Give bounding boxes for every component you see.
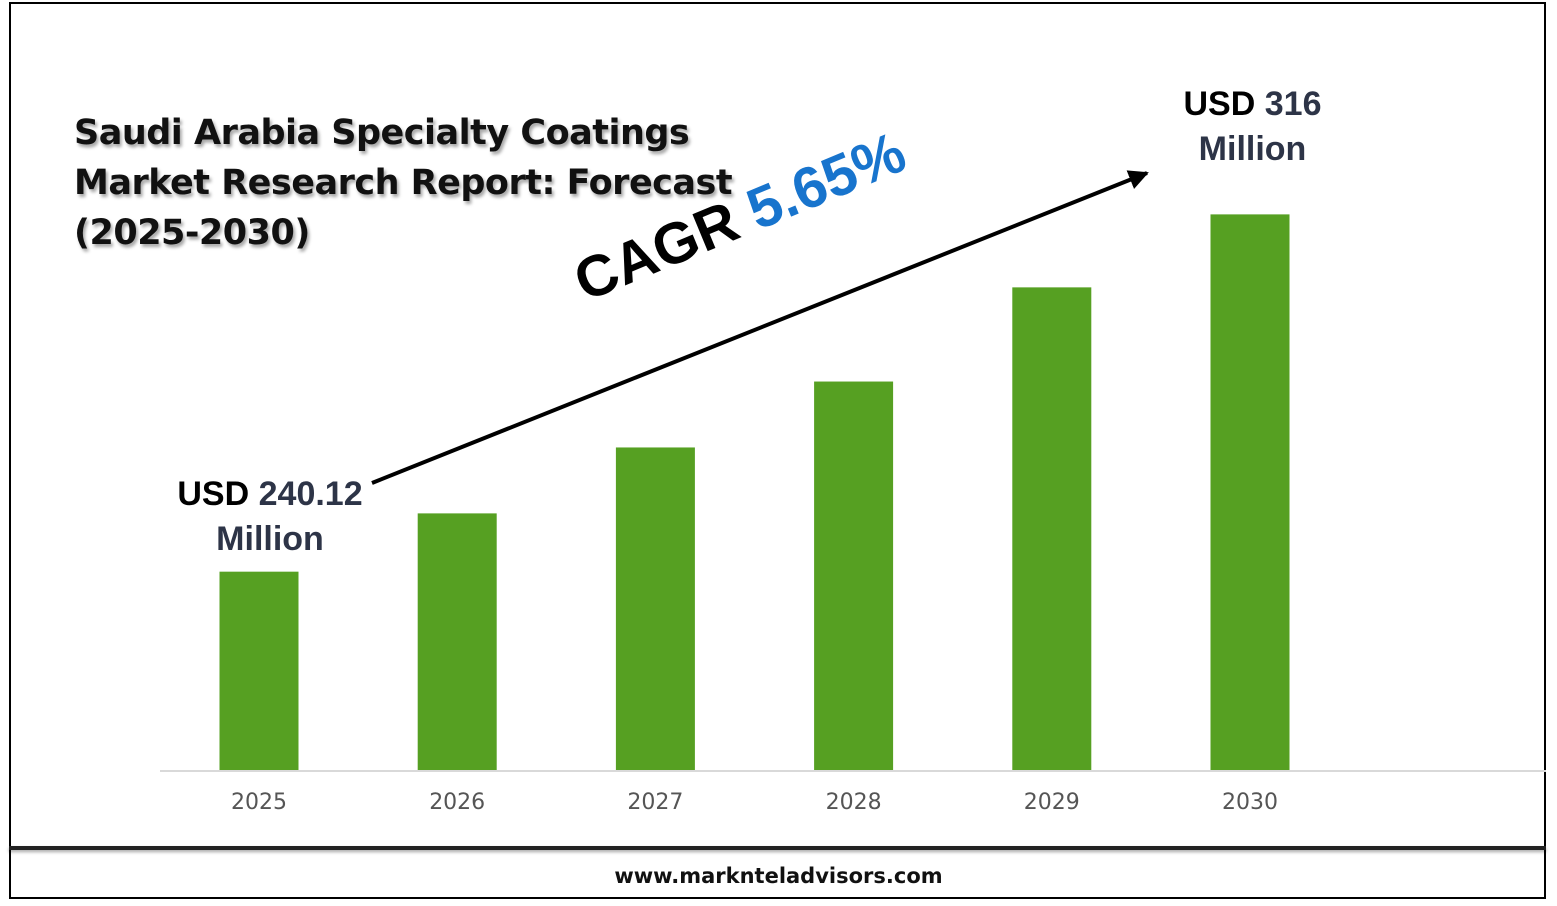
- end-value-unit: Million: [1198, 130, 1307, 168]
- bar-2027: [615, 447, 695, 770]
- x-tick-label-2027: 2027: [627, 790, 683, 815]
- start-value-prefix: USD: [177, 475, 250, 513]
- chart-title: Saudi Arabia Specialty Coatings Market R…: [74, 113, 733, 253]
- end-value-prefix: USD: [1183, 85, 1256, 123]
- start-value-number: 240.12: [258, 475, 363, 513]
- x-tick-label-2030: 2030: [1222, 790, 1278, 815]
- footer-website[interactable]: www.marknteladvisors.com: [614, 864, 943, 888]
- end-value-callout: USD 316 Million: [1160, 82, 1345, 172]
- bar-2025: [219, 571, 299, 770]
- x-tick-label-2028: 2028: [826, 790, 882, 815]
- bar-2028: [814, 381, 894, 770]
- x-tick-label-2026: 2026: [429, 790, 485, 815]
- growth-arrow: [371, 170, 1149, 485]
- x-tick-label-2025: 2025: [231, 790, 287, 815]
- bar-2030: [1210, 214, 1290, 771]
- bar-2026: [417, 513, 497, 770]
- start-value-unit: Million: [216, 520, 324, 558]
- end-value-number: 316: [1264, 85, 1322, 123]
- footer-divider: [9, 846, 1546, 850]
- start-value-callout: USD 240.12 Million: [160, 472, 380, 562]
- bar-2029: [1012, 287, 1092, 770]
- x-tick-label-2029: 2029: [1024, 790, 1080, 815]
